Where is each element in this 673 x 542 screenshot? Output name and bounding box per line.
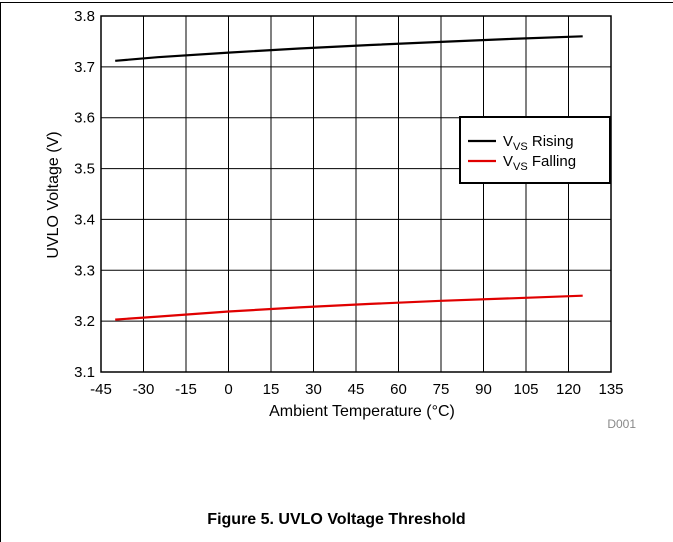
y-axis-label: UVLO Voltage (V) xyxy=(45,131,62,258)
figure-caption: Figure 5. UVLO Voltage Threshold xyxy=(207,511,466,528)
x-tick-label: -30 xyxy=(133,381,155,398)
x-tick-label: 135 xyxy=(598,381,623,398)
page-border-top xyxy=(0,2,673,3)
x-tick-label: 75 xyxy=(433,381,450,398)
x-tick-label: -45 xyxy=(90,381,112,398)
y-tick-label: 3.3 xyxy=(74,262,95,279)
series-layer xyxy=(115,35,583,321)
legend-label: VVS Rising xyxy=(503,133,574,153)
x-axis-label: Ambient Temperature (°C) xyxy=(269,403,455,420)
y-tick-labels: 3.1 3.2 3.3 3.4 3.5 3.6 3.7 3.8 xyxy=(74,8,95,381)
grid xyxy=(100,15,612,373)
y-tick-label: 3.4 xyxy=(74,211,95,228)
y-tick-label: 3.5 xyxy=(74,161,95,178)
figure-id: D001 xyxy=(607,417,636,431)
x-tick-label: 90 xyxy=(475,381,492,398)
series-line xyxy=(115,294,583,321)
x-tick-labels: -45 -30 -15 0 15 30 45 60 75 90 105 120 135 xyxy=(90,381,623,398)
x-tick-label: 30 xyxy=(305,381,322,398)
y-tick-label: 3.2 xyxy=(74,313,95,330)
x-tick-label: -15 xyxy=(175,381,197,398)
legend-label: VVS Falling xyxy=(503,153,576,173)
y-tick-label: 3.7 xyxy=(74,59,95,76)
x-tick-label: 105 xyxy=(513,381,538,398)
x-tick-label: 15 xyxy=(263,381,280,398)
x-tick-label: 45 xyxy=(348,381,365,398)
y-tick-label: 3.1 xyxy=(74,364,95,381)
y-tick-label: 3.6 xyxy=(74,110,95,127)
page-border-left xyxy=(0,2,1,542)
y-tick-label: 3.8 xyxy=(74,8,95,25)
series-line xyxy=(115,35,583,62)
x-tick-label: 60 xyxy=(390,381,407,398)
plot-frame xyxy=(100,15,612,373)
x-tick-label: 0 xyxy=(224,381,232,398)
legend-box xyxy=(459,116,611,184)
x-tick-label: 120 xyxy=(556,381,581,398)
